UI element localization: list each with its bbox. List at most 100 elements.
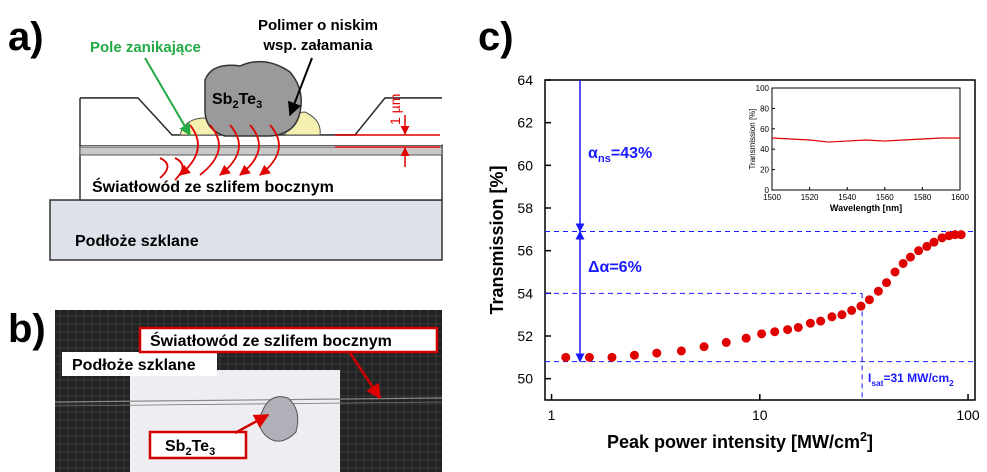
data-point bbox=[950, 230, 960, 240]
polymer-label: wsp. załamania bbox=[262, 37, 373, 54]
substrate-label: Podłoże szklane bbox=[75, 233, 199, 250]
data-point bbox=[607, 352, 617, 362]
data-point bbox=[922, 241, 932, 251]
y-tick-label: 54 bbox=[517, 285, 533, 301]
y-tick-label: 60 bbox=[517, 157, 533, 173]
annotation-part: sat bbox=[871, 378, 883, 388]
inset-x-tick-label: 1520 bbox=[801, 193, 819, 202]
annotation-part: I bbox=[868, 371, 871, 385]
data-point bbox=[629, 350, 639, 360]
y-tick-label: 50 bbox=[517, 371, 533, 387]
data-point bbox=[905, 252, 915, 262]
data-point bbox=[956, 230, 966, 240]
data-point bbox=[890, 267, 900, 277]
fiber-label: Światłowód ze szlifem bocznym bbox=[92, 177, 334, 196]
inset-y-tick-label: 60 bbox=[760, 125, 769, 134]
x-tick-label: 1 bbox=[548, 407, 556, 423]
data-point bbox=[676, 346, 686, 356]
panel-b: b) Podłoże szklane Światłowód ze szlifem… bbox=[8, 307, 443, 472]
label-box bbox=[148, 430, 248, 460]
thickness-label: 1 µm bbox=[387, 94, 403, 125]
y-tick-label: 64 bbox=[517, 72, 533, 88]
data-point bbox=[882, 278, 892, 288]
x-tick-label: 100 bbox=[956, 407, 980, 423]
data-point bbox=[721, 337, 731, 347]
panel-label: b) bbox=[8, 307, 46, 351]
inset-y-tick-label: 100 bbox=[756, 84, 770, 93]
x-axis-label: Peak power intensity [MW/cm2] bbox=[607, 430, 873, 452]
data-point bbox=[561, 352, 571, 362]
annotation: αns=43% bbox=[588, 145, 652, 165]
substrate-label: Podłoże szklane bbox=[72, 357, 196, 374]
y-tick-label: 52 bbox=[517, 328, 533, 344]
data-point bbox=[816, 316, 826, 326]
annotation: Isat=31 MW/cm2 bbox=[868, 371, 954, 388]
data-point bbox=[837, 310, 847, 320]
polymer-arrow bbox=[288, 57, 313, 117]
data-point bbox=[937, 233, 947, 243]
y-tick-label: 56 bbox=[517, 243, 533, 259]
label-box bbox=[62, 352, 217, 376]
data-point bbox=[856, 301, 866, 311]
annotation-part: =43% bbox=[611, 145, 652, 162]
x-tick-label: 10 bbox=[752, 407, 768, 423]
evanescent-label: Pole zanikające bbox=[90, 39, 201, 56]
annotation-part: ns bbox=[598, 153, 611, 165]
substrate bbox=[49, 199, 443, 261]
data-point bbox=[864, 295, 874, 305]
data-point bbox=[652, 348, 662, 358]
fiber-core bbox=[79, 146, 443, 156]
data-point bbox=[699, 342, 709, 352]
annotation: Δα=6% bbox=[588, 259, 642, 276]
evanescent-waves bbox=[159, 124, 280, 181]
data-point bbox=[827, 312, 837, 322]
data-point bbox=[757, 329, 767, 339]
y-axis-label: Transmission [%] bbox=[487, 165, 507, 314]
y-tick-label: 62 bbox=[517, 115, 533, 131]
data-point bbox=[873, 286, 883, 296]
panel-a: a) Sb2Te3 Pole zanikające Polimer o nisk… bbox=[8, 15, 443, 261]
inset-x-tick-label: 1580 bbox=[914, 193, 932, 202]
data-point bbox=[770, 327, 780, 337]
inset-x-tick-label: 1600 bbox=[951, 193, 969, 202]
inset-x-axis-label: Wavelength [nm] bbox=[830, 203, 902, 213]
inset-y-tick-label: 80 bbox=[760, 104, 769, 113]
evanescent-arrow bbox=[144, 57, 191, 137]
data-point bbox=[898, 258, 908, 268]
x-axis-label-part: 2 bbox=[860, 430, 867, 444]
data-point bbox=[805, 318, 815, 328]
photo-material bbox=[258, 396, 299, 442]
data-point bbox=[847, 305, 857, 315]
polymer-label: Polimer o niskim bbox=[258, 17, 378, 34]
inset-y-tick-label: 40 bbox=[760, 145, 769, 154]
panel-label: c) bbox=[478, 15, 514, 59]
x-axis-label-part: Peak power intensity [MW/cm bbox=[607, 432, 860, 452]
data-point bbox=[783, 325, 793, 335]
data-point bbox=[741, 333, 751, 343]
material-label: Sb2Te3 bbox=[212, 91, 262, 111]
annotation-part: =31 MW/cm bbox=[883, 371, 949, 385]
data-point bbox=[929, 237, 939, 247]
material-arrow bbox=[234, 413, 270, 435]
y-tick-label: 58 bbox=[517, 200, 533, 216]
material-label: Sb2Te3 bbox=[165, 438, 215, 458]
annotation-part: 2 bbox=[949, 378, 954, 388]
x-axis-label-part: ] bbox=[867, 432, 873, 452]
inset-x-tick-label: 1500 bbox=[763, 193, 781, 202]
material-grain bbox=[204, 60, 302, 137]
panel-c: 50 52 54 56 58 60 62 64 1 10 100 Transmission [%] Pe… bbox=[487, 72, 980, 452]
fiber-label: Światłowód ze szlifem bocznym bbox=[150, 331, 392, 350]
photo-fiber bbox=[54, 401, 443, 407]
annotation-part: α bbox=[588, 145, 598, 162]
inset-y-tick-label: 20 bbox=[760, 166, 769, 175]
panel-label: a) bbox=[8, 15, 44, 59]
inset-y-tick-label: 0 bbox=[765, 186, 770, 195]
data-point bbox=[584, 352, 594, 362]
fiber-arrow bbox=[348, 352, 382, 400]
inset-y-axis-label: Transmission [%] bbox=[748, 108, 757, 169]
data-point bbox=[793, 322, 803, 332]
data-point bbox=[914, 246, 924, 256]
label-box bbox=[138, 326, 439, 354]
inset-x-tick-label: 1540 bbox=[838, 193, 856, 202]
